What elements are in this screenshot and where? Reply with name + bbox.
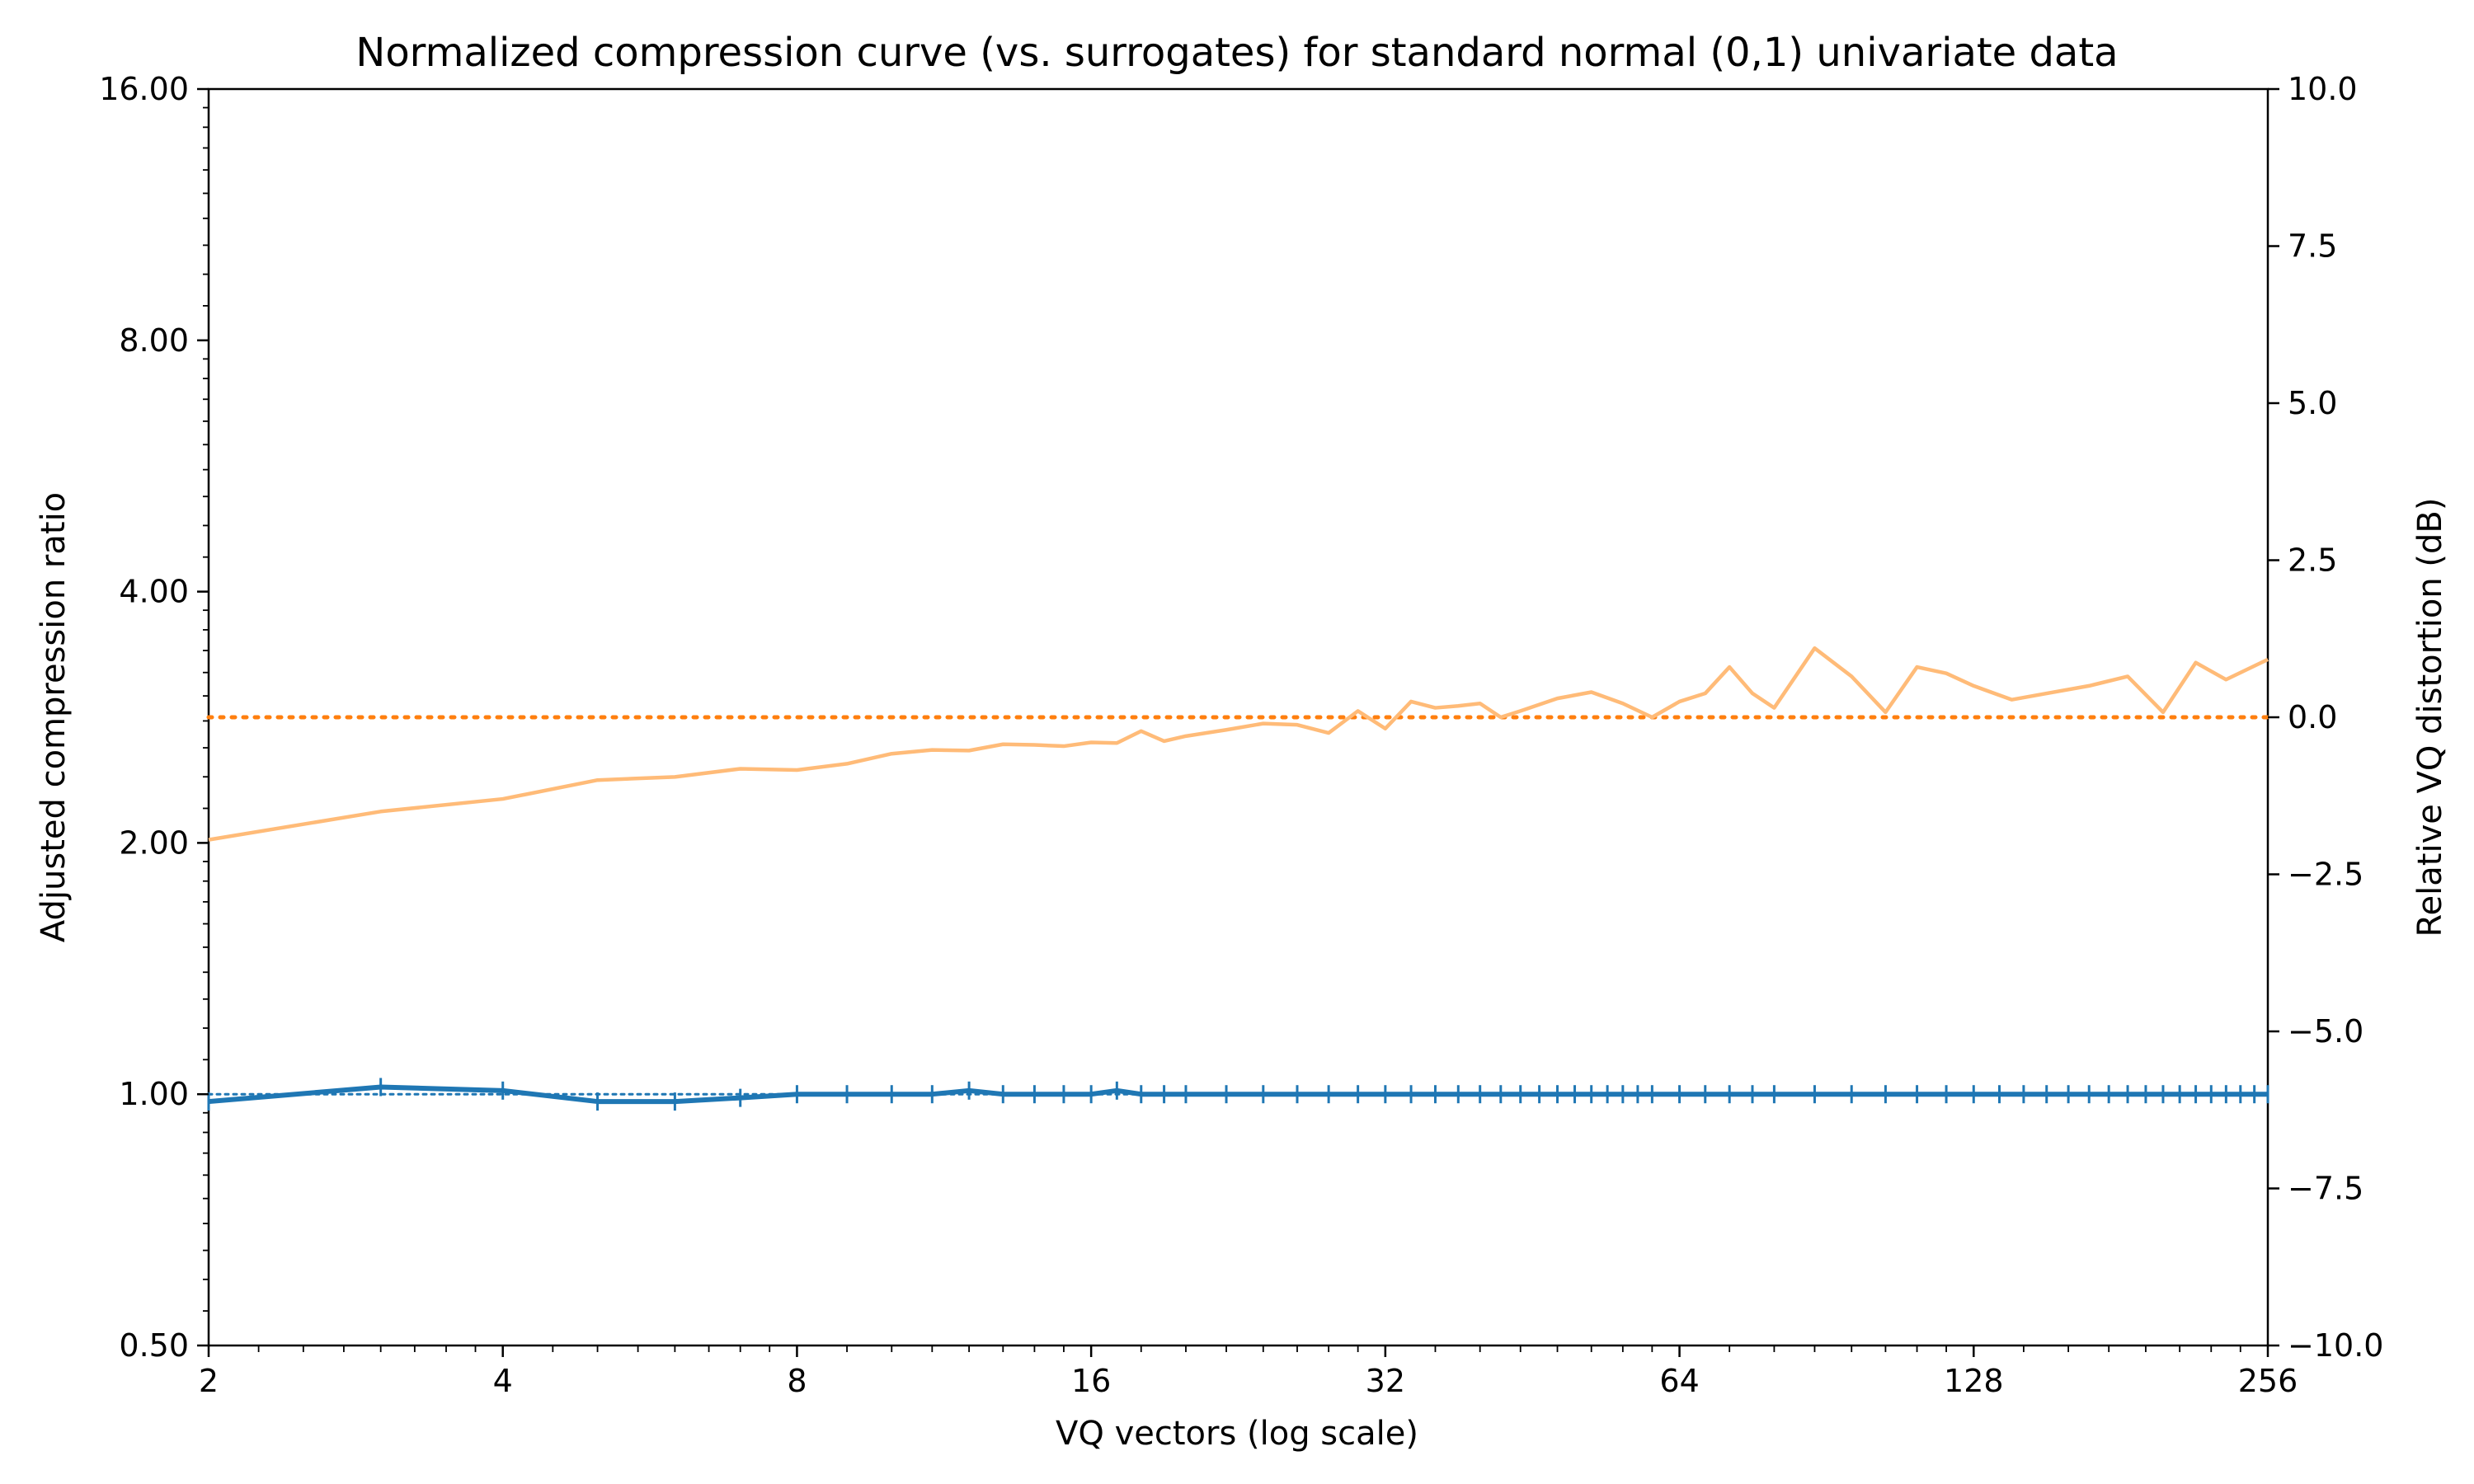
y2-axis-label: Relative VQ distortion (dB) [2411, 498, 2449, 937]
x-tick-label: 8 [787, 1363, 807, 1399]
x-tick-label: 16 [1071, 1363, 1111, 1399]
y-tick-label: 2.00 [119, 824, 189, 861]
y2-tick-label: −5.0 [2288, 1013, 2363, 1050]
y2-tick-label: 7.5 [2288, 228, 2337, 265]
distortion-line [208, 646, 2269, 842]
x-tick-label: 128 [1944, 1363, 2004, 1399]
chart-title: Normalized compression curve (vs. surrog… [355, 30, 2118, 76]
x-tick-label: 256 [2238, 1363, 2298, 1399]
ticks-layer: 2 4 8 16 32 64 128 256 0.50 1.00 2.00 4.00 8.00 16.00… [99, 71, 2383, 1399]
reference-lines [206, 715, 2270, 1096]
y-tick-label: 16.00 [99, 71, 189, 107]
y2-tick-label: −10.0 [2288, 1327, 2383, 1364]
y-tick-label: 0.50 [119, 1327, 189, 1364]
y2-tick-label: −2.5 [2288, 857, 2363, 893]
y2-tick-label: 10.0 [2288, 71, 2358, 107]
x-tick-label: 32 [1366, 1363, 1405, 1399]
x-axis-label: VQ vectors (log scale) [1056, 1415, 1418, 1453]
series-layer [207, 646, 2269, 1111]
y2-tick-label: 2.5 [2288, 542, 2337, 579]
y2-tick-label: 0.0 [2288, 699, 2337, 735]
x-tick-label: 4 [493, 1363, 513, 1399]
x-tick-label: 64 [1659, 1363, 1699, 1399]
y-tick-label: 4.00 [119, 574, 189, 610]
compression-ratio-line [208, 1084, 2268, 1105]
x-tick-label: 2 [199, 1363, 219, 1399]
y-tick-label: 1.00 [119, 1076, 189, 1112]
y-tick-label: 8.00 [119, 322, 189, 359]
y2-tick-label: 5.0 [2288, 385, 2337, 421]
y-axis-label: Adjusted compression ratio [35, 492, 73, 942]
y2-tick-label: −7.5 [2288, 1171, 2363, 1207]
